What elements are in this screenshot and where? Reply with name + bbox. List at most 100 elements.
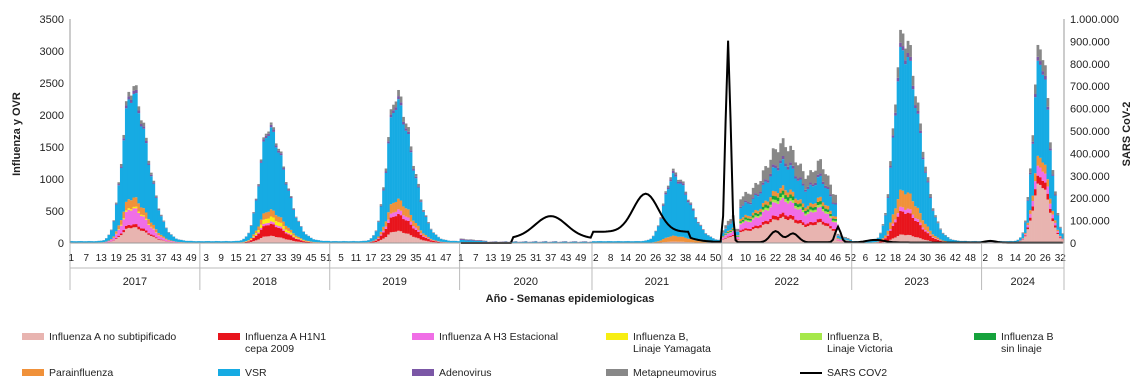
bar-segment: [786, 151, 790, 167]
bar-segment: [661, 203, 665, 205]
bar-segment: [1056, 212, 1060, 215]
bar-segment: [824, 205, 827, 209]
bar-segment: [654, 231, 658, 242]
bar-segment: [746, 202, 750, 204]
bar-segment: [1041, 171, 1045, 181]
bar-segment: [846, 238, 850, 241]
bar-segment: [741, 205, 745, 218]
bar-segment: [729, 231, 733, 232]
week-tick-label: 17: [365, 253, 377, 264]
bar-segment: [149, 227, 153, 235]
bar-segment: [751, 198, 755, 213]
bar-segment: [769, 222, 773, 243]
bar-segment: [467, 240, 470, 243]
legend-swatch: [22, 333, 44, 340]
bar-segment: [132, 197, 136, 207]
bar-segment: [924, 239, 927, 243]
bar-segment: [956, 240, 960, 243]
bar-segment: [724, 234, 728, 235]
bar-segment: [781, 159, 785, 186]
bar-segment: [911, 217, 915, 237]
bar-segment: [252, 236, 256, 238]
bar-segment: [804, 207, 808, 211]
bar-segment: [109, 230, 113, 240]
week-tick-label: 9: [218, 253, 224, 264]
week-tick-label: 31: [141, 253, 153, 264]
bar-segment: [729, 232, 733, 237]
bar-segment: [154, 195, 158, 197]
bar-segment: [759, 225, 763, 228]
bar-segment: [117, 229, 121, 236]
bar-segment: [134, 85, 138, 90]
bar-segment: [404, 123, 408, 129]
bar-segment: [382, 230, 385, 233]
bar-segment: [412, 220, 415, 227]
bar-segment: [924, 172, 927, 224]
bar-segment: [571, 241, 575, 243]
bar-segment: [259, 162, 263, 220]
bar-segment: [721, 232, 725, 237]
bar-segment: [282, 230, 286, 239]
bar-segment: [169, 234, 173, 241]
bar-segment: [914, 218, 917, 221]
bar-segment: [806, 223, 810, 227]
bar-segment: [796, 178, 800, 181]
bar-segment: [414, 222, 418, 228]
bar-segment: [724, 228, 728, 229]
bar-segment: [809, 224, 813, 243]
bar-segment: [764, 181, 768, 201]
bar-segment: [911, 214, 915, 218]
bar-segment: [274, 221, 278, 226]
bar-segment: [564, 241, 568, 243]
bar-segment: [282, 238, 286, 243]
bar-segment: [681, 236, 685, 242]
bar-segment: [117, 236, 121, 243]
bar-segment: [254, 198, 258, 200]
week-tick-label: 52: [845, 253, 857, 264]
bar-segment: [1046, 199, 1050, 243]
bar-segment: [1021, 238, 1025, 239]
bar-segment: [731, 227, 735, 230]
bar-segment: [849, 240, 852, 241]
bar-segment: [771, 190, 775, 196]
bar-segment: [1024, 233, 1027, 235]
bar-segment: [1051, 175, 1055, 211]
bar-segment: [754, 194, 758, 210]
bar-segment: [769, 197, 773, 202]
bar-segment: [826, 187, 830, 190]
bar-segment: [899, 189, 902, 207]
bar-segment: [1051, 218, 1055, 222]
bar-segment: [699, 225, 703, 226]
legend-item: Influenza B, Linaje Victoria: [800, 331, 893, 355]
bar-segment: [147, 224, 151, 225]
bar-segment: [407, 220, 410, 234]
bar-segment: [274, 225, 278, 228]
y2-tick-label: 500.000: [1070, 126, 1110, 138]
bar-segment: [254, 233, 258, 236]
bar-segment: [891, 214, 895, 224]
bar-segment: [147, 224, 151, 234]
bar-segment: [1026, 200, 1030, 223]
bar-segment: [384, 226, 388, 229]
bar-segment: [272, 224, 276, 237]
bar-segment: [669, 177, 673, 180]
bar-segment: [302, 231, 306, 240]
legend-label: SARS COV2: [827, 367, 888, 379]
bar-segment: [367, 240, 370, 243]
bar-segment: [309, 242, 313, 243]
bar-segment: [1036, 165, 1040, 176]
bar-segment: [127, 199, 131, 209]
bar-segment: [107, 235, 111, 241]
bar-segment: [134, 227, 138, 243]
bar-segment: [472, 239, 475, 241]
bar-segment: [634, 241, 638, 243]
bar-segment: [619, 241, 623, 243]
bar-segment: [269, 216, 273, 222]
bar-segment: [392, 216, 395, 232]
bar-segment: [424, 240, 428, 243]
bar-segment: [896, 199, 900, 214]
bar-segment: [397, 96, 400, 100]
bar-segment: [834, 220, 837, 223]
bar-segment: [1019, 237, 1022, 241]
bar-segment: [209, 241, 213, 243]
